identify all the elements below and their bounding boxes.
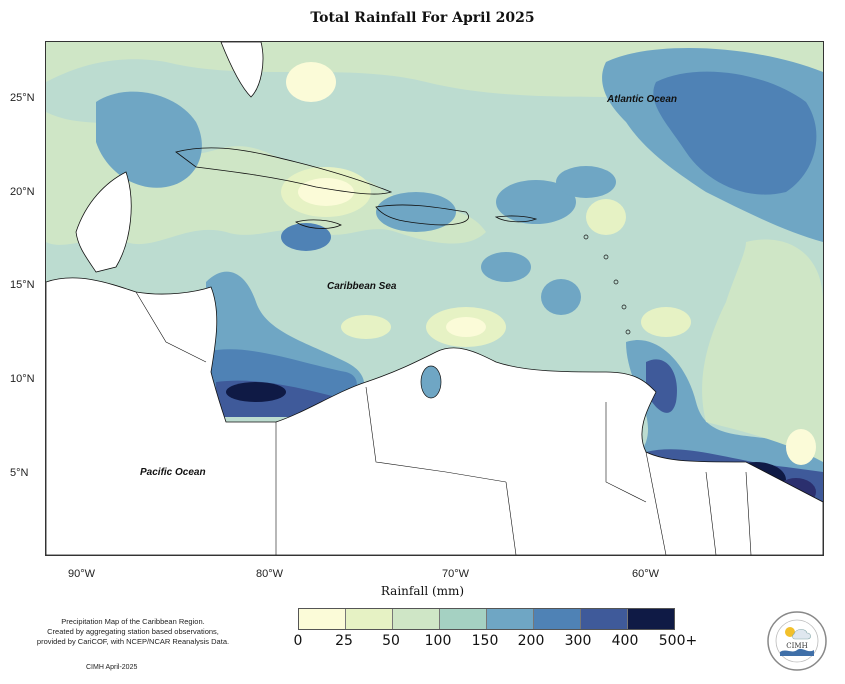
lon-label-70w: 70°W [442, 568, 470, 580]
legend-tick-300: 300 [564, 633, 592, 649]
legend-swatch-0 [299, 609, 346, 629]
legend-swatch-7 [628, 609, 674, 629]
note-line-3: provided by CariCOF, with NCEP/NCAR Rean… [36, 637, 230, 646]
lon-label-80w: 80°W [256, 568, 284, 580]
lat-label-10n: 10°N [10, 373, 35, 385]
legend-ticks: 0 25 50 100 150 200 300 400 500+ [285, 633, 705, 651]
legend-tick-500plus: 500+ [658, 633, 698, 649]
legend-swatch-2 [393, 609, 440, 629]
legend-tick-0: 0 [293, 633, 303, 649]
legend-colorbar [298, 608, 675, 630]
legend-swatch-5 [534, 609, 581, 629]
legend-title: Rainfall (mm) [380, 584, 465, 598]
lon-label-60w: 60°W [632, 568, 660, 580]
caribbean-sea-label: Caribbean Sea [327, 281, 397, 292]
legend-tick-100: 100 [424, 633, 452, 649]
pacific-ocean-label: Pacific Ocean [140, 467, 206, 478]
lon-label-90w: 90°W [68, 568, 96, 580]
note-line-1: Precipitation Map of the Caribbean Regio… [61, 617, 205, 626]
lat-label-20n: 20°N [10, 186, 35, 198]
map-title: Total Rainfall For April 2025 [310, 10, 535, 26]
lat-label-25n: 25°N [10, 92, 35, 104]
legend-swatch-1 [346, 609, 393, 629]
legend-tick-400: 400 [611, 633, 639, 649]
map-description: Precipitation Map of the Caribbean Regio… [18, 617, 248, 647]
lat-label-5n: 5°N [10, 467, 29, 479]
rainfall-contours [46, 42, 823, 555]
credit-text: CIMH April-2025 [86, 664, 138, 671]
legend-swatch-3 [440, 609, 487, 629]
cimh-logo: CIMH [767, 611, 827, 671]
note-line-2: Created by aggregating station based obs… [47, 627, 219, 636]
logo-text: CIMH [786, 642, 807, 650]
legend-tick-50: 50 [382, 633, 400, 649]
legend-swatch-4 [487, 609, 534, 629]
atlantic-ocean-label: Atlantic Ocean [607, 94, 678, 105]
rainfall-map: Atlantic Ocean Caribbean Sea Pacific Oce… [45, 41, 824, 556]
legend-tick-25: 25 [335, 633, 353, 649]
legend-swatch-6 [581, 609, 628, 629]
legend-tick-200: 200 [517, 633, 545, 649]
legend-tick-150: 150 [471, 633, 499, 649]
lat-label-15n: 15°N [10, 279, 35, 291]
